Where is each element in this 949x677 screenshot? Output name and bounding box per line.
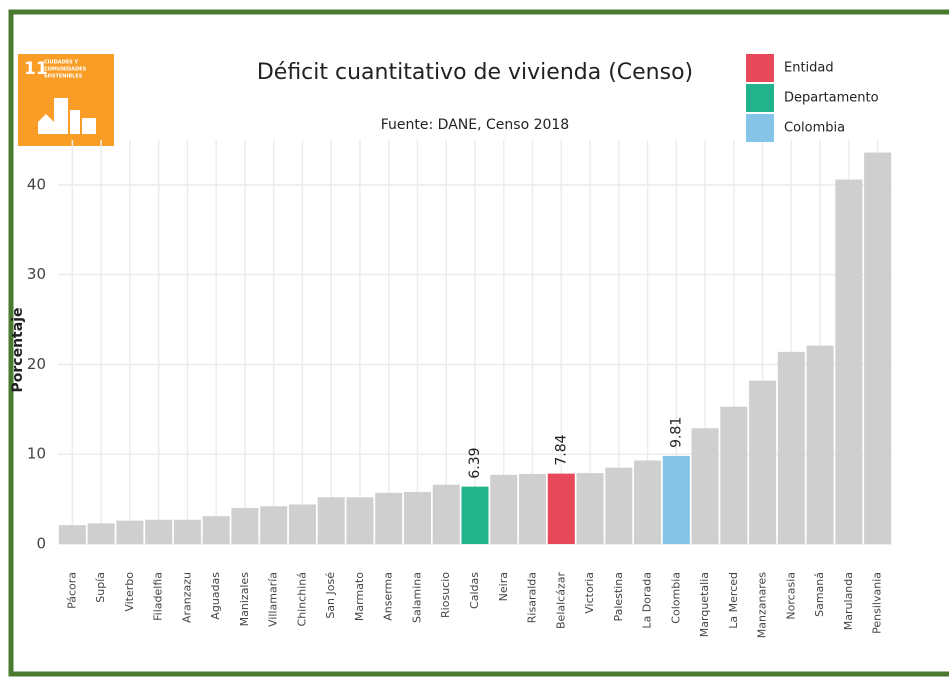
badge: 11 CIUDADES Y COMUNIDADES SOSTENIBLES [18, 54, 114, 146]
bar [835, 179, 863, 544]
bar [58, 525, 86, 544]
y-tick-label: 40 [27, 175, 46, 193]
x-tick-label: Villamaría [267, 572, 280, 627]
x-tick-label: Pensilvania [871, 572, 884, 634]
legend-swatch [746, 84, 774, 112]
bar [634, 460, 662, 544]
x-tick-label: Marmato [353, 572, 366, 621]
bar [116, 520, 144, 544]
x-tick-label: Neira [497, 572, 510, 601]
bar [461, 486, 489, 544]
x-tick-label: Belalcázar [554, 572, 567, 629]
chart-title: Déficit cuantitativo de vivienda (Censo) [257, 60, 693, 85]
x-tick-label: Pácora [65, 572, 78, 609]
x-tick-label: Manizales [238, 572, 251, 627]
bar [864, 152, 892, 544]
badge-icon [38, 98, 96, 134]
bar [691, 428, 719, 544]
x-tick-label: Viterbo [123, 572, 136, 612]
x-tick-label: Marquetalia [698, 572, 711, 637]
legend-swatch [746, 114, 774, 142]
x-tick-label: Manzanares [756, 572, 769, 638]
chart-subtitle: Fuente: DANE, Censo 2018 [381, 117, 569, 133]
x-tick-label: San José [324, 572, 337, 619]
x-tick-label: La Merced [727, 572, 740, 629]
x-tick-label: Samaná [813, 572, 826, 617]
bar [432, 484, 460, 544]
bar [346, 497, 374, 544]
y-tick-label: 30 [27, 265, 46, 283]
x-tick-label: Supía [94, 572, 107, 603]
badge-text: CIUDADES Y [44, 60, 79, 66]
data-label: 9.81 [668, 417, 684, 448]
bar [317, 497, 345, 544]
bar [749, 380, 777, 544]
data-label: 7.84 [553, 434, 569, 465]
badge-text: SOSTENIBLES [44, 74, 83, 80]
bar [87, 523, 115, 544]
bar [605, 467, 633, 544]
x-tick-label: Salamina [410, 572, 423, 623]
y-tick-label: 20 [27, 355, 46, 373]
bar [720, 406, 748, 544]
x-tick-label: Risaralda [526, 572, 539, 623]
x-tick-label: Aguadas [209, 572, 222, 620]
bar [403, 491, 431, 544]
bar [662, 455, 690, 544]
y-axis-label: Porcentaje [10, 308, 26, 393]
bar [173, 519, 201, 544]
x-tick-label: Caldas [468, 572, 481, 609]
x-tick-label: Victoria [583, 572, 596, 614]
bar [576, 473, 604, 544]
x-tick-label: Chinchiná [295, 572, 308, 626]
badge-text: COMUNIDADES [44, 67, 87, 73]
y-tick-label: 10 [27, 445, 46, 463]
bar [202, 516, 230, 544]
legend-swatch [746, 54, 774, 82]
y-tick-label: 0 [36, 535, 46, 553]
bar [288, 504, 316, 544]
bar [547, 473, 575, 544]
x-tick-label: Aranzazu [180, 572, 193, 623]
x-tick-label: Anserma [382, 572, 395, 621]
bar [260, 506, 288, 544]
badge-number: 11 [24, 59, 48, 79]
x-tick-label: Norcasia [784, 572, 797, 620]
bar [490, 474, 518, 544]
x-tick-label: Palestina [612, 572, 625, 622]
x-tick-label: Colombia [669, 572, 682, 624]
legend-label: Colombia [784, 121, 845, 136]
frame [8, 9, 949, 677]
bar [806, 345, 834, 544]
legend-label: Departamento [784, 91, 879, 106]
bar [145, 519, 173, 544]
x-tick-label: Riosucio [439, 572, 452, 618]
bar [519, 473, 547, 544]
bar [375, 492, 403, 544]
x-tick-label: Filadelfia [152, 572, 165, 621]
bar [777, 351, 805, 544]
bar [231, 508, 259, 544]
x-tick-label: Marulanda [842, 572, 855, 630]
data-label: 6.39 [467, 447, 483, 478]
x-tick-label: La Dorada [641, 572, 654, 629]
legend-label: Entidad [784, 61, 834, 76]
